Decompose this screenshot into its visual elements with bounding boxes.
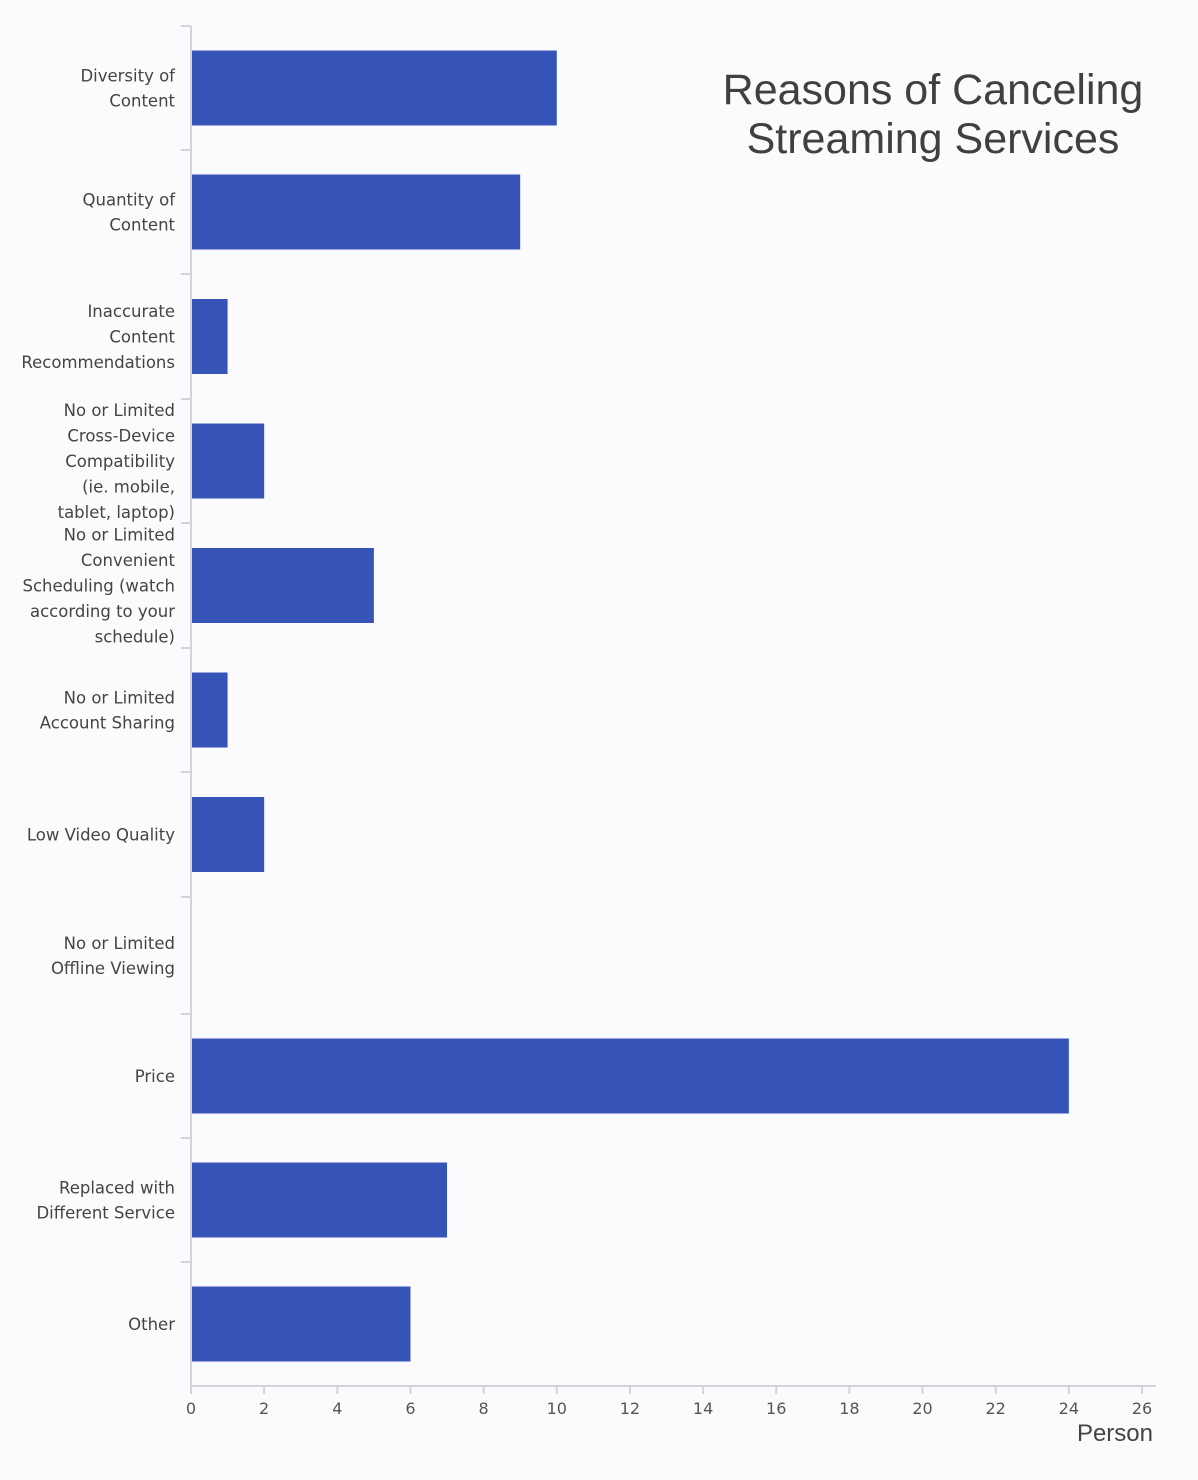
x-tick-label: 26 <box>1132 1399 1152 1418</box>
y-category-label: No or Limited Account Sharing <box>40 688 175 732</box>
bar <box>192 50 557 126</box>
x-tick-label: 2 <box>259 1399 269 1418</box>
x-tick-label: 10 <box>547 1399 567 1418</box>
bar <box>192 299 228 374</box>
bar <box>192 548 374 623</box>
bar <box>192 1162 448 1238</box>
y-category-label: Diversity of Content <box>80 66 176 110</box>
y-category-label: No or Limited Cross-Device Compatibility (i… <box>58 401 176 522</box>
y-category-label: Price <box>135 1067 175 1086</box>
x-tick-label: 16 <box>766 1399 786 1418</box>
bar <box>192 672 228 748</box>
y-category-label: Replaced with Different Service <box>36 1178 175 1222</box>
chart-title-line-2: Streaming Services <box>746 115 1120 163</box>
y-category-label: Other <box>128 1315 175 1334</box>
x-tick-label: 18 <box>839 1399 859 1418</box>
x-tick-label: 4 <box>332 1399 342 1418</box>
bar <box>192 174 521 250</box>
x-tick-label: 12 <box>620 1399 640 1418</box>
x-tick-label: 0 <box>186 1399 196 1418</box>
bar <box>192 1286 411 1362</box>
x-tick-label: 8 <box>479 1399 489 1418</box>
x-tick-label: 22 <box>986 1399 1006 1418</box>
chart-title-line-1: Reasons of Canceling <box>722 66 1144 114</box>
bar <box>192 1038 1069 1114</box>
y-category-label: Inaccurate Content Recommendations <box>21 302 175 372</box>
chart-title: Reasons of Canceling Streaming Services <box>700 66 1166 164</box>
y-category-label: No or Limited Convenient Scheduling (watch… <box>23 526 176 647</box>
y-category-label: Quantity of Content <box>83 190 177 234</box>
x-axis-label: Person <box>1077 1420 1153 1447</box>
y-category-label: No or Limited Offline Viewing <box>51 934 175 978</box>
x-tick-label: 6 <box>405 1399 415 1418</box>
x-tick-label: 14 <box>693 1399 713 1418</box>
bar <box>192 797 265 872</box>
x-tick-label: 24 <box>1059 1399 1079 1418</box>
y-category-label: Low Video Quality <box>27 826 175 845</box>
bar <box>192 423 265 499</box>
x-tick-label: 20 <box>912 1399 932 1418</box>
